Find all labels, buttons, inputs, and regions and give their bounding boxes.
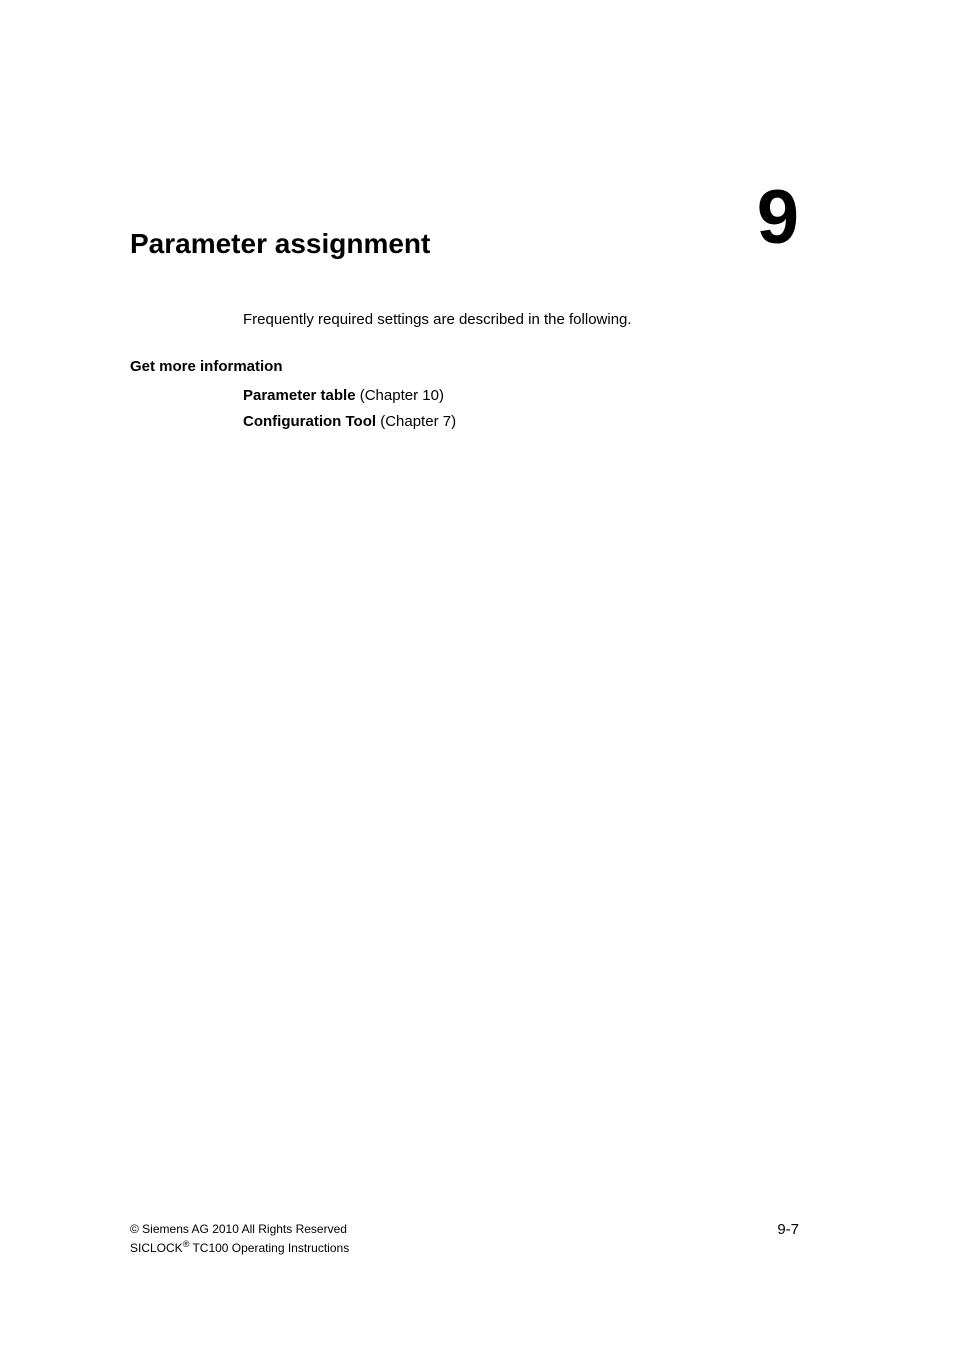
page-number: 9-7 [777,1221,799,1238]
chapter-title: Parameter assignment [130,228,430,260]
footer-copyright: © Siemens AG 2010 All Rights Reserved SI… [130,1221,349,1257]
reference-line: Parameter table (Chapter 10) [243,387,444,404]
document-page: Parameter assignment 9 Frequently requir… [0,0,954,1350]
reference-label: Parameter table [243,387,356,404]
reference-label: Configuration Tool [243,413,376,430]
chapter-number: 9 [757,180,799,256]
intro-paragraph: Frequently required settings are describ… [243,311,632,328]
copyright-text: Siemens AG 2010 All Rights Reserved [139,1222,347,1236]
product-prefix: SICLOCK [130,1241,183,1255]
reference-chapter: (Chapter 10) [356,387,444,404]
product-suffix: TC100 Operating Instructions [189,1241,349,1255]
reference-chapter: (Chapter 7) [376,413,456,430]
chapter-header: Parameter assignment 9 [130,190,799,266]
reference-line: Configuration Tool (Chapter 7) [243,413,456,430]
page-footer: © Siemens AG 2010 All Rights Reserved SI… [130,1221,799,1257]
section-heading: Get more information [130,358,283,375]
copyright-symbol: © [130,1222,139,1236]
